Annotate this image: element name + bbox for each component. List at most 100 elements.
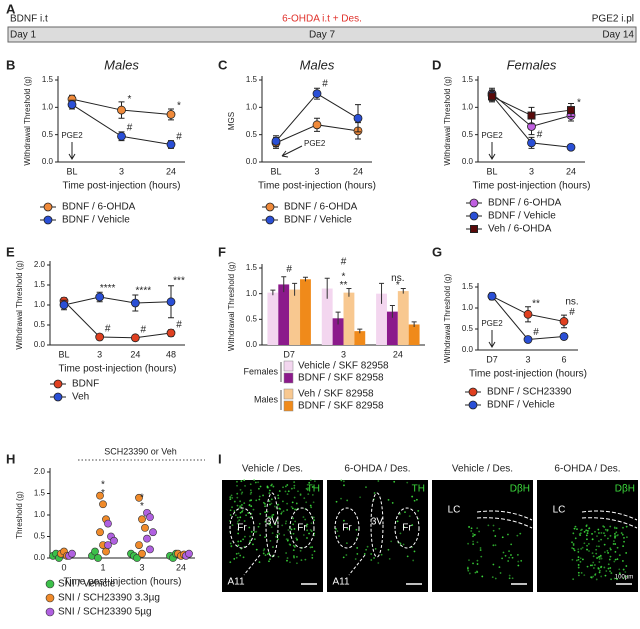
x-tick-label: 24: [353, 166, 363, 176]
fluorescence: [286, 484, 289, 486]
fluorescence: [296, 555, 298, 558]
fluorescence: [406, 555, 409, 558]
fluorescence: [602, 525, 605, 528]
y-axis-label: Withdrawal Threshold (g): [443, 76, 452, 166]
x-tick-label: 24: [166, 166, 176, 176]
fluorescence: [311, 546, 314, 548]
fluorescence: [304, 518, 307, 521]
point: [166, 140, 176, 149]
fluorescence: [264, 511, 267, 514]
fluorescence: [249, 539, 252, 542]
fluorescence: [259, 513, 262, 515]
y-tick-label: 0.0: [42, 157, 54, 166]
y-axis-label: Withdrawal Threshold (g): [15, 260, 24, 350]
y-tick-label: 1.5: [462, 282, 474, 291]
fluorescence: [259, 485, 262, 488]
y-tick-label: 0.0: [34, 553, 46, 562]
outline: [370, 492, 384, 558]
point: [91, 547, 99, 556]
fluorescence: [343, 519, 345, 522]
y-tick-label: 1.0: [246, 102, 258, 111]
x-tick-label: 24: [393, 349, 403, 359]
fluorescence: [590, 576, 593, 579]
micrograph: [327, 480, 428, 592]
fluorescence: [625, 552, 628, 554]
y-axis-label: Withdrawal Threshold (g): [23, 76, 32, 166]
fluorescence: [596, 535, 598, 538]
fluorescence: [285, 520, 288, 523]
fluorescence: [373, 492, 376, 494]
point: [527, 138, 536, 148]
fluorescence: [306, 529, 309, 532]
panel-letter: C: [218, 57, 228, 72]
point: [527, 111, 536, 120]
fluorescence: [609, 525, 612, 528]
fluorescence: [342, 556, 345, 559]
point: [94, 554, 102, 562]
timeline-bar: [7, 26, 637, 43]
point: [138, 515, 146, 524]
fluorescence: [306, 523, 309, 526]
fluorescence: [622, 526, 624, 529]
fluorescence: [282, 486, 284, 489]
fluorescence: [291, 507, 294, 510]
fluorescence: [402, 543, 405, 546]
fluorescence: [300, 559, 303, 562]
fluorescence: [266, 553, 269, 556]
fluorescence: [340, 479, 343, 482]
fluorescence: [491, 576, 494, 579]
fluorescence: [607, 537, 609, 540]
fluorescence: [241, 510, 243, 513]
fluorescence: [253, 479, 256, 481]
fluorescence: [614, 543, 617, 545]
region-label: 3V: [266, 517, 279, 528]
fluorescence: [284, 490, 287, 493]
fluorescence: [293, 487, 296, 489]
legend-label: Vehicle / SKF 82958: [298, 361, 389, 372]
legend-label: SNI / SCH23390 5µg: [58, 607, 152, 618]
legend-label: Veh / SKF 82958: [298, 389, 374, 400]
legend-label: BDNF / Vehicle: [62, 215, 130, 226]
fluorescence: [599, 556, 602, 558]
fluorescence: [479, 547, 482, 549]
fluorescence: [626, 536, 628, 538]
fluorescence: [313, 519, 315, 522]
fluorescence: [236, 520, 239, 523]
legend-group: Males: [254, 394, 279, 404]
fluorescence: [264, 505, 266, 508]
x-tick-label: 6: [561, 354, 566, 364]
fluorescence: [270, 498, 273, 501]
arrow-label: PGE2: [481, 319, 503, 328]
x-tick-label: 3: [314, 166, 319, 176]
fluorescence: [573, 527, 576, 530]
y-tick-label: 1.0: [42, 102, 54, 111]
error-bar: [335, 311, 341, 325]
fluorescence: [402, 526, 405, 528]
fluorescence: [255, 548, 258, 551]
fluorescence: [236, 504, 239, 507]
fluorescence: [271, 516, 274, 519]
fluorescence: [346, 527, 349, 530]
fluorescence: [293, 481, 296, 483]
annotation: #: [127, 123, 133, 134]
fluorescence: [586, 548, 588, 551]
panel-letter: I: [218, 451, 222, 466]
fluorescence: [239, 540, 242, 543]
fluorescence: [613, 577, 616, 580]
x-tick-label: 3: [97, 349, 102, 359]
y-tick-label: 1.5: [462, 75, 474, 84]
fluorescence: [614, 536, 616, 539]
fluorescence: [580, 547, 583, 550]
outline: [394, 507, 420, 549]
fluorescence: [480, 555, 483, 558]
y-axis-label: Withdrawal Threshold (g): [443, 274, 452, 364]
annotation: *: [140, 492, 144, 503]
fluorescence: [612, 543, 615, 545]
region-label: A11: [227, 577, 244, 588]
fluorescence: [239, 500, 242, 503]
panel-letter: D: [432, 57, 441, 72]
fluorescence: [591, 532, 593, 535]
fluorescence: [310, 530, 313, 533]
fluorescence: [597, 528, 600, 531]
